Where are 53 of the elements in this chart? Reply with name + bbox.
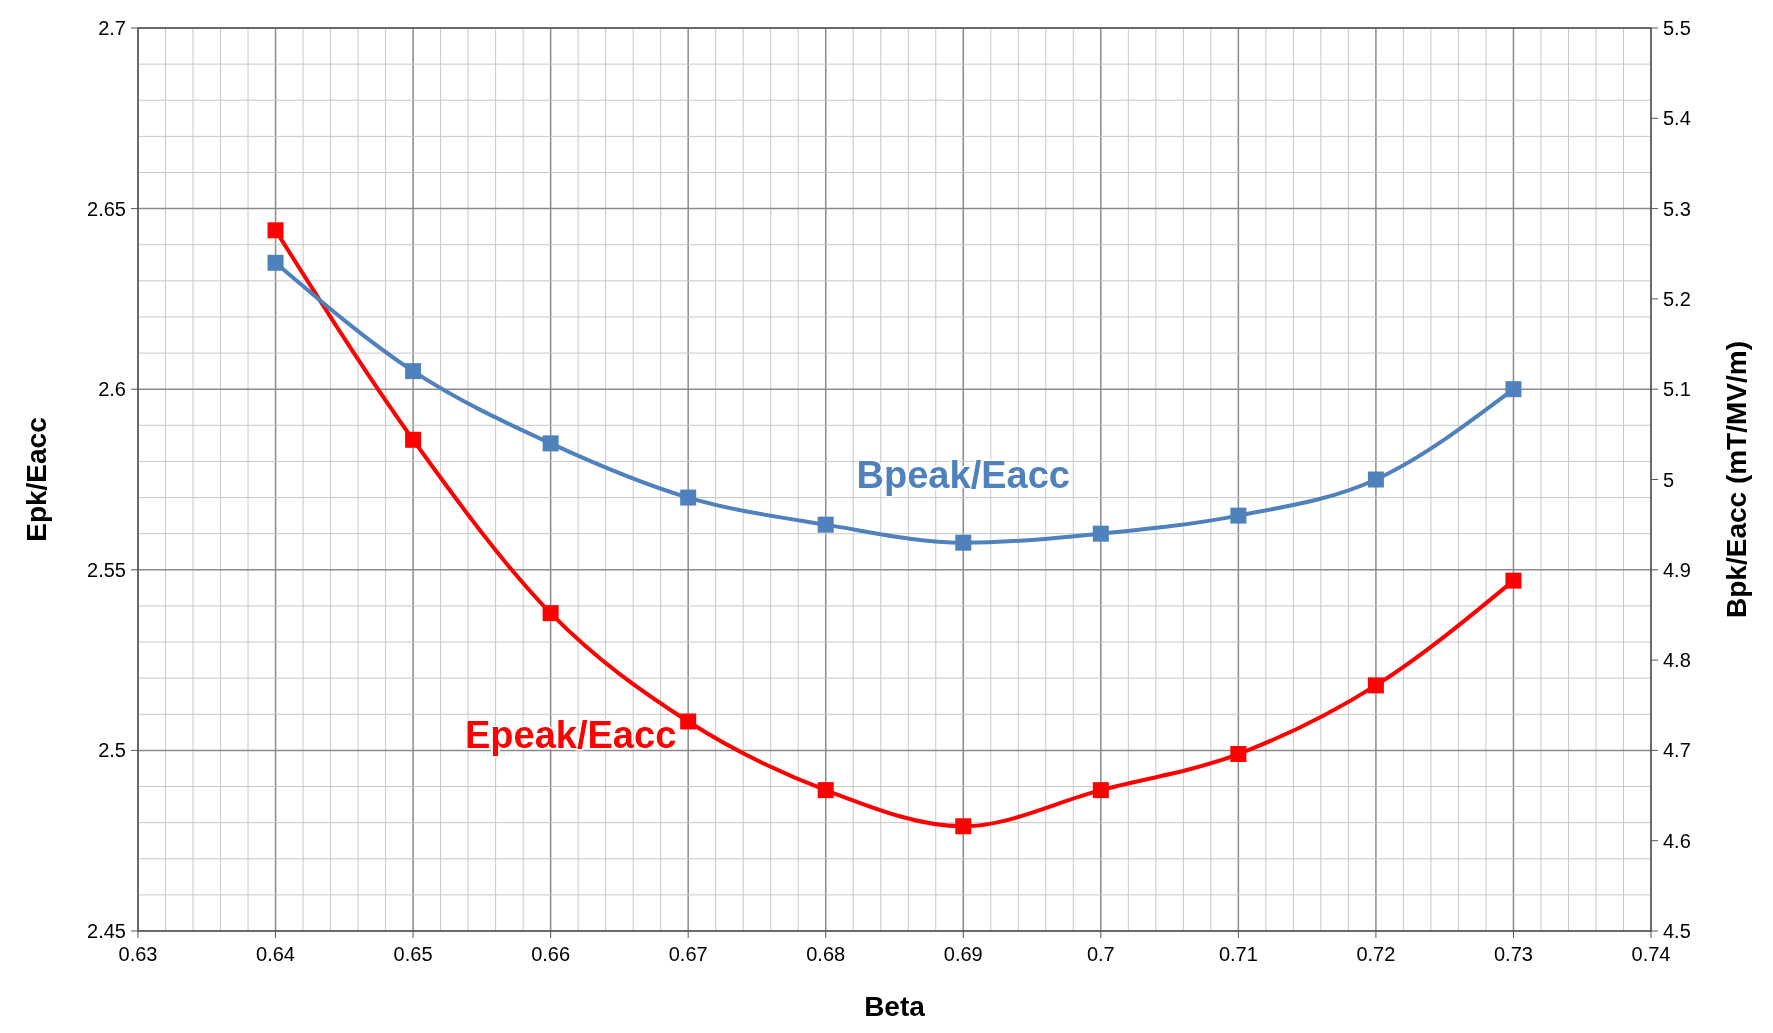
x-tick-label: 0.7 bbox=[1086, 943, 1115, 965]
point bbox=[267, 254, 284, 271]
point bbox=[542, 605, 559, 622]
point bbox=[1230, 507, 1247, 524]
x-axis-title: Beta bbox=[864, 991, 926, 1022]
y-tick-label: 2.7 bbox=[98, 17, 126, 39]
y-tick-label: 2.45 bbox=[87, 920, 126, 942]
x-tick-label: 0.69 bbox=[943, 943, 983, 965]
y2-tick-label: 5 bbox=[1663, 468, 1675, 491]
point bbox=[1505, 572, 1522, 589]
point bbox=[267, 222, 284, 239]
y2-tick-label: 5.3 bbox=[1663, 197, 1691, 220]
series-label: Epeak/Eacc bbox=[465, 714, 677, 757]
point bbox=[1230, 746, 1247, 763]
y2-tick-label: 5.1 bbox=[1663, 378, 1691, 401]
point bbox=[1092, 525, 1109, 542]
point bbox=[1367, 677, 1384, 694]
x-tick-label: 0.67 bbox=[668, 943, 708, 965]
x-tick-label: 0.74 bbox=[1631, 943, 1671, 965]
y2-tick-label: 4.9 bbox=[1663, 558, 1691, 581]
point bbox=[817, 516, 834, 533]
point bbox=[405, 363, 422, 380]
x-tick-label: 0.72 bbox=[1356, 943, 1396, 965]
y2-tick-label: 4.8 bbox=[1663, 649, 1691, 672]
point bbox=[817, 782, 834, 799]
point bbox=[1505, 381, 1522, 398]
x-tick-label: 0.68 bbox=[806, 943, 846, 965]
y2-axis-title: Bpk/Eacc (mT/MV/m) bbox=[1721, 341, 1752, 618]
point bbox=[955, 818, 972, 835]
y-tick-label: 2.55 bbox=[87, 558, 126, 581]
y2-tick-label: 5.5 bbox=[1663, 17, 1691, 39]
x-tick-label: 0.65 bbox=[393, 943, 433, 965]
point bbox=[405, 431, 422, 448]
x-tick-label: 0.64 bbox=[256, 943, 296, 965]
y-tick-label: 2.6 bbox=[98, 378, 126, 401]
point bbox=[1092, 782, 1109, 799]
y2-tick-label: 5.2 bbox=[1663, 287, 1691, 310]
y2-tick-label: 4.6 bbox=[1663, 829, 1691, 852]
x-tick-label: 0.73 bbox=[1493, 943, 1533, 965]
point bbox=[542, 435, 559, 452]
point bbox=[1367, 471, 1384, 488]
y2-tick-label: 4.7 bbox=[1663, 739, 1691, 762]
x-tick-label: 0.66 bbox=[531, 943, 571, 965]
y-axis-title: Epk/Eacc bbox=[21, 417, 52, 542]
x-tick-label: 0.71 bbox=[1218, 943, 1258, 965]
point bbox=[680, 489, 697, 506]
y2-tick-label: 5.4 bbox=[1663, 107, 1691, 130]
y-tick-label: 2.65 bbox=[87, 197, 126, 220]
y-tick-label: 2.5 bbox=[98, 739, 126, 762]
point bbox=[680, 713, 697, 730]
y2-tick-label: 4.5 bbox=[1663, 920, 1691, 942]
point bbox=[955, 534, 972, 551]
x-tick-label: 0.63 bbox=[118, 943, 158, 965]
